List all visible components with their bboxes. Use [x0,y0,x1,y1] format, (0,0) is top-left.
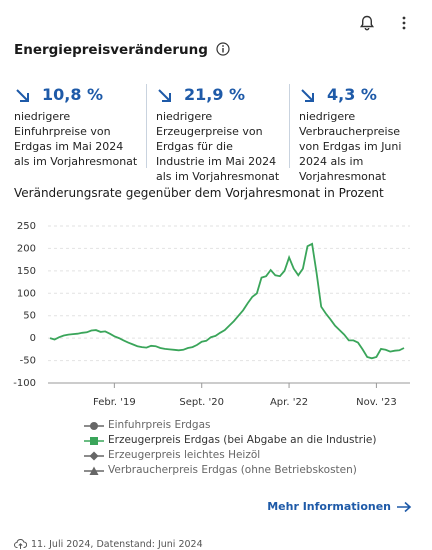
info-icon[interactable] [216,42,230,56]
y-tick-label: 0 [30,333,36,344]
link-text[interactable]: Mehr Informationen [267,500,391,513]
legend-item[interactable]: Erzeugerpreis leichtes Heizöl [84,448,376,463]
divider [289,84,290,168]
y-tick-label: 50 [23,311,36,322]
kpi-text: niedrigere Verbraucherpreise von Erdgas … [299,110,402,183]
legend-marker [90,421,98,430]
x-tick-label: Sept. '20 [179,397,224,408]
y-tick-label: -100 [13,378,36,389]
kpi: 4,3 % niedrigere Verbraucherpreise von E… [299,84,421,184]
legend: Einfuhrpreis Erdgas Erzeugerpreis Erdgas … [84,418,376,478]
kpi-number: 4,3 % [327,85,377,104]
x-tick-label: Apr. '22 [270,397,308,408]
y-tick-label: -50 [20,356,36,367]
legend-marker [90,436,98,445]
x-tick-label: Nov. '23 [356,397,397,408]
chart: -100 -50 0 50 100 150 200 250 Febr. '19 Sept. '20… [13,221,410,408]
legend-item[interactable]: Erzeugerpreis Erdgas (bei Abgabe an die … [84,433,376,448]
y-tick-label: 100 [17,288,36,299]
title-text: Energiepreisveränderung [14,42,208,58]
kpi-number: 10,8 % [42,85,104,104]
legend-marker [89,466,99,475]
legend-icon [84,421,104,430]
kpi-number: 21,9 % [184,85,246,104]
legend-label: Erzeugerpreis Erdgas (bei Abgabe an die … [108,434,377,446]
legend-label: Verbraucherpreis Erdgas (ohne Betriebsko… [108,464,357,476]
kpi-value: 4,3 % [299,84,421,106]
kpi-value: 10,8 % [14,84,142,106]
date-text: 11. Juli 2024, Datenstand: Juni 2024 [31,538,203,550]
arrow-down-icon [301,89,314,102]
data-line [49,242,405,360]
legend-label: Einfuhrpreis Erdgas [108,419,211,431]
legend-label: Erzeugerpreis leichtes Heizöl [108,449,261,461]
widget-title: Energiepreisveränderung [14,42,230,58]
kpi: 10,8 % niedrigere Einfuhrpreise von Erdg… [14,84,142,169]
legend-item[interactable]: Einfuhrpreis Erdgas [84,418,376,433]
kpi: 21,9 % niedrigere Erzeugerpreise von Erd… [156,84,284,184]
y-tick-label: 200 [17,243,36,254]
more-link[interactable]: Mehr Informationen [267,500,412,513]
chart-title: Veränderungsrate gegenüber dem Vorjahres… [14,186,384,200]
bell-icon[interactable] [358,14,376,32]
menu-icon[interactable] [398,14,410,32]
arrow-down-icon [16,89,29,102]
divider [146,84,147,168]
footer: 11. Juli 2024, Datenstand: Juni 2024 [14,538,203,550]
y-tick-label: 250 [17,221,36,232]
kpi-text: niedrigere Erzeugerpreise von Erdgas für… [156,110,280,183]
legend-icon [84,436,104,445]
y-tick-label: 150 [17,266,36,277]
kpi-text: niedrigere Einfuhrpreise von Erdgas im M… [14,110,138,168]
kpi-value: 21,9 % [156,84,284,106]
arrow-down-icon [158,89,171,102]
legend-icon [84,466,104,475]
legend-icon [84,451,104,460]
update-icon [14,539,27,549]
legend-marker [89,451,99,460]
arrow-right-icon [397,501,412,512]
x-tick-label: Febr. '19 [93,397,136,408]
legend-item[interactable]: Verbraucherpreis Erdgas (ohne Betriebsko… [84,463,376,478]
